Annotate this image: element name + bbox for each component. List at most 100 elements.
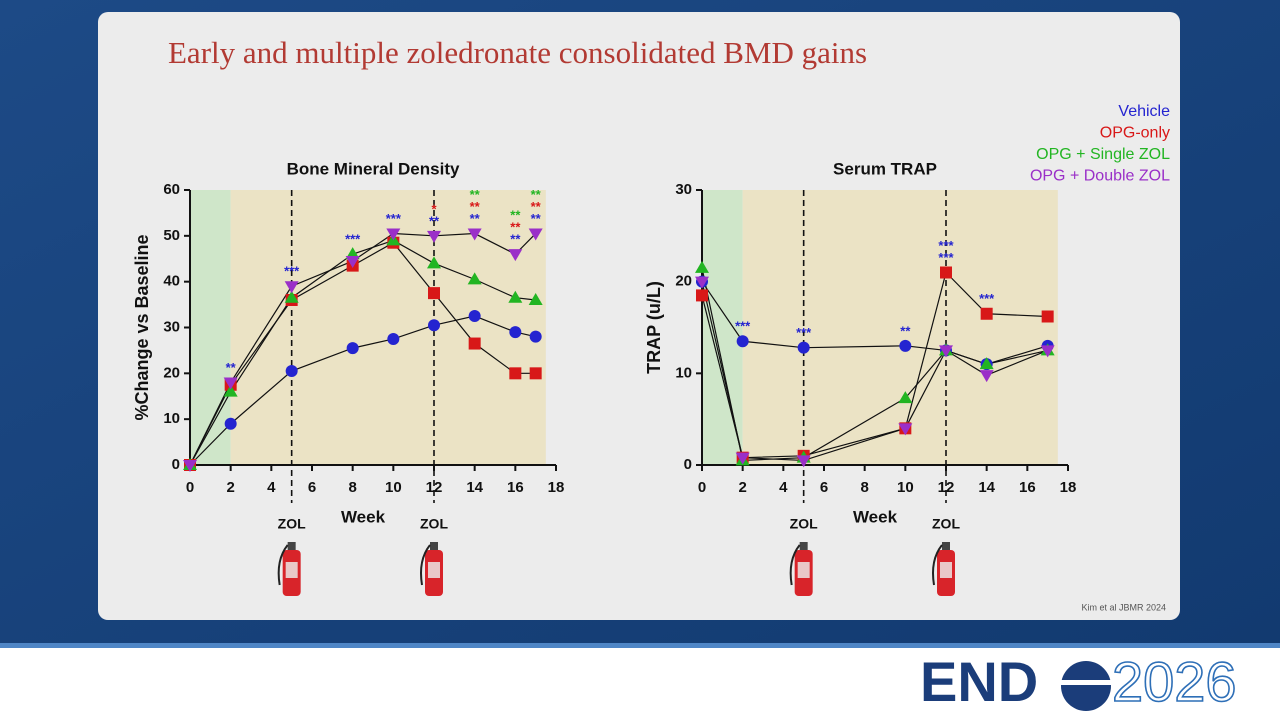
marker	[224, 417, 237, 430]
y-tick-label: 10	[163, 410, 180, 427]
marker	[508, 290, 523, 303]
x-tick-label: 4	[779, 479, 788, 496]
extinguisher-valve	[942, 542, 950, 550]
zol-label: ZOL	[932, 516, 960, 532]
marker	[528, 293, 543, 305]
chart-title: Bone Mineral Density	[287, 159, 460, 178]
y-tick-label: 40	[163, 273, 180, 290]
marker	[736, 335, 749, 348]
marker	[509, 326, 522, 339]
shaded-region	[742, 190, 1058, 465]
extinguisher-label	[428, 562, 440, 578]
marker	[696, 289, 708, 302]
chart-title: Serum TRAP	[833, 159, 937, 178]
significance-label: ***	[345, 232, 361, 247]
marker	[467, 272, 482, 285]
marker	[183, 460, 197, 472]
shaded-region	[702, 190, 743, 465]
marker	[796, 455, 811, 468]
legend-entry: OPG + Double ZOL	[1030, 168, 1170, 185]
x-tick-label: 6	[820, 479, 828, 496]
x-tick-label: 8	[860, 479, 868, 496]
marker	[898, 423, 913, 436]
significance-label: ***	[386, 211, 402, 226]
marker	[508, 249, 523, 262]
x-tick-label: 8	[348, 479, 356, 496]
significance-label: *	[431, 201, 437, 216]
extinguisher-hose	[789, 544, 801, 586]
extinguisher-hose	[932, 544, 943, 586]
logo-right: 2026	[1112, 650, 1237, 713]
marker	[939, 345, 953, 358]
y-tick-label: 30	[675, 181, 692, 198]
shaded-region	[230, 190, 546, 465]
y-tick-label: 60	[163, 181, 180, 198]
marker	[898, 391, 913, 404]
x-tick-label: 6	[308, 479, 316, 496]
marker	[468, 337, 481, 350]
significance-label: **	[900, 323, 911, 338]
significance-label: **	[226, 360, 237, 375]
y-tick-label: 10	[675, 364, 692, 381]
y-axis-label: %Change vs Baseline	[132, 234, 152, 420]
significance-label: **	[531, 187, 542, 202]
significance-label: **	[470, 187, 481, 202]
x-tick-label: 10	[385, 479, 402, 496]
extinguisher-label	[285, 562, 298, 578]
marker	[428, 287, 440, 300]
y-tick-label: 20	[163, 364, 180, 381]
significance-label: **	[510, 220, 521, 235]
marker	[346, 342, 359, 355]
marker	[223, 377, 238, 390]
marker	[467, 228, 482, 241]
marker	[387, 332, 400, 345]
slide-title: Early and multiple zoledronate consolida…	[168, 35, 867, 70]
x-tick-label: 16	[507, 479, 524, 496]
y-tick-label: 0	[172, 456, 180, 473]
extinguisher-valve	[799, 542, 808, 550]
marker	[345, 256, 360, 269]
legend-entry: OPG-only	[1100, 125, 1170, 142]
y-axis-label: TRAP (u/L)	[644, 281, 664, 374]
x-tick-label: 10	[897, 479, 914, 496]
marker	[529, 330, 542, 343]
zol-label: ZOL	[420, 516, 448, 532]
significance-label: **	[429, 213, 440, 228]
legend-entry: Vehicle	[1118, 103, 1170, 120]
logo-left: END	[920, 650, 1038, 713]
significance-label: **	[470, 199, 481, 214]
marker	[528, 228, 543, 241]
x-tick-label: 14	[978, 479, 995, 496]
citation: Kim et al JBMR 2024	[1081, 602, 1166, 612]
extinguisher-valve	[287, 542, 296, 550]
x-tick-label: 16	[1019, 479, 1036, 496]
y-tick-label: 20	[675, 273, 692, 290]
significance-label: ***	[938, 250, 954, 265]
marker	[428, 319, 440, 332]
y-tick-label: 30	[163, 318, 180, 335]
marker	[1040, 345, 1055, 358]
zol-label: ZOL	[278, 516, 306, 532]
extinguisher-valve	[430, 542, 438, 550]
marker	[797, 341, 810, 354]
significance-label: **	[510, 208, 521, 223]
marker	[980, 307, 993, 320]
marker	[695, 276, 709, 289]
significance-label: ***	[979, 291, 995, 306]
significance-label: ***	[938, 238, 954, 253]
significance-label: **	[531, 199, 542, 214]
marker	[979, 357, 994, 370]
marker	[284, 290, 299, 303]
extinguisher-label	[797, 562, 810, 578]
x-tick-label: 4	[267, 479, 276, 496]
x-tick-label: 18	[1060, 479, 1077, 496]
marker	[899, 339, 912, 352]
zol-label: ZOL	[790, 516, 818, 532]
logo-globe	[1061, 661, 1111, 711]
marker	[427, 230, 441, 243]
x-tick-label: 12	[938, 479, 955, 496]
significance-label: **	[531, 211, 542, 226]
extinguisher-hose	[277, 544, 289, 586]
